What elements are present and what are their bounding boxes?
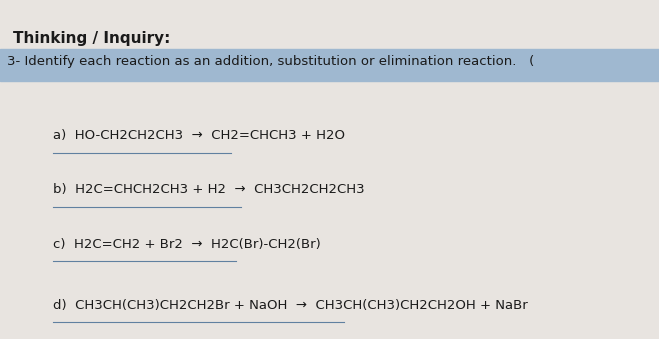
Text: d)  CH3CH(CH3)CH2CH2Br + NaOH  →  CH3CH(CH3)CH2CH2OH + NaBr: d) CH3CH(CH3)CH2CH2Br + NaOH → CH3CH(CH3… — [53, 299, 527, 312]
Text: c)  H2C=CH2 + Br2  →  H2C(Br)-CH2(Br): c) H2C=CH2 + Br2 → H2C(Br)-CH2(Br) — [53, 238, 320, 251]
Text: b)  H2C=CHCH2CH3 + H2  →  CH3CH2CH2CH3: b) H2C=CHCH2CH3 + H2 → CH3CH2CH2CH3 — [53, 183, 364, 196]
Text: 3- Identify each reaction as an addition, substitution or elimination reaction. : 3- Identify each reaction as an addition… — [7, 55, 534, 68]
Text: Thinking / Inquiry:: Thinking / Inquiry: — [13, 31, 171, 45]
Text: a)  HO-CH2CH2CH3  →  CH2=CHCH3 + H2O: a) HO-CH2CH2CH3 → CH2=CHCH3 + H2O — [53, 129, 345, 142]
Bar — [0, 49, 659, 81]
